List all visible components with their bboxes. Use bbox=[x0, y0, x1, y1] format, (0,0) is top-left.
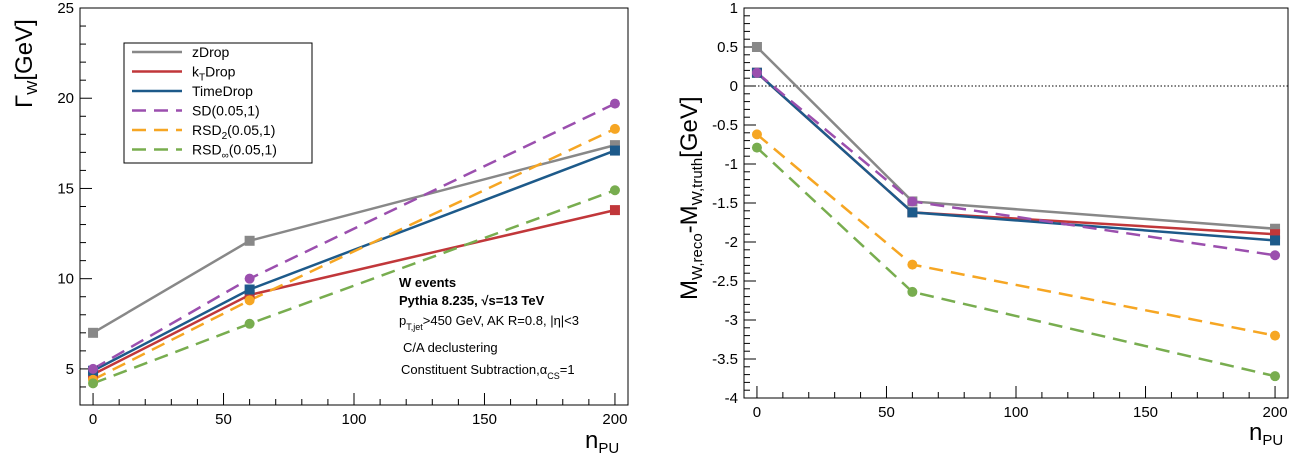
left-axis-ticks: 0 50 100 150 200 5 10 15 20 25 bbox=[57, 0, 627, 428]
left-y-tick-label: 5 bbox=[66, 361, 74, 378]
right-series-line-2 bbox=[756, 71, 1276, 242]
right-data-point bbox=[751, 67, 762, 78]
right-x-axis-title: nPU bbox=[1249, 419, 1283, 449]
right-x-tick-label: 200 bbox=[1263, 404, 1288, 421]
annotation-subtraction: Constituent Subtraction,αCS=1 bbox=[401, 362, 575, 381]
left-y-tick-label: 20 bbox=[57, 90, 74, 107]
right-data-point bbox=[1270, 250, 1281, 261]
left-x-tick-label: 0 bbox=[89, 411, 97, 428]
left-data-point bbox=[88, 378, 99, 389]
left-data-point bbox=[244, 289, 255, 300]
right-y-tick-label: 0.5 bbox=[717, 39, 738, 56]
left-data-point bbox=[88, 327, 99, 338]
right-y-tick-label: 0 bbox=[730, 78, 738, 95]
left-x-tick-label: 200 bbox=[602, 411, 627, 428]
left-data-point bbox=[609, 98, 620, 109]
right-x-tick-label: 100 bbox=[1003, 404, 1028, 421]
left-y-tick-label: 25 bbox=[57, 0, 74, 17]
legend-label: TimeDrop bbox=[192, 83, 253, 99]
left-x-tick-label: 50 bbox=[215, 411, 232, 428]
left-series-group bbox=[88, 98, 620, 389]
right-data-point bbox=[907, 207, 918, 218]
mass-shift-vs-pileup-plot: 0 50 100 150 200 -4 -3.5 -3 -2.5 -2 -1.5 -1 -0.5 0 0.5… bbox=[676, 0, 1289, 449]
left-y-tick-label: 15 bbox=[57, 180, 74, 197]
right-y-tick-label: -0.5 bbox=[712, 117, 738, 134]
legend-label: RSD2(0.05,1) bbox=[192, 122, 275, 142]
left-x-tick-label: 150 bbox=[472, 411, 497, 428]
right-data-point bbox=[1270, 229, 1281, 240]
right-series-line-3 bbox=[756, 71, 1276, 257]
left-data-point bbox=[609, 205, 620, 216]
legend-label: kTDrop bbox=[192, 64, 236, 84]
left-x-tick-label: 100 bbox=[341, 411, 366, 428]
left-data-point bbox=[244, 318, 255, 329]
right-x-tick-label: 150 bbox=[1133, 404, 1158, 421]
annotation-generator: Pythia 8.235, √s=13 TeV bbox=[399, 293, 545, 308]
left-series-line-4 bbox=[92, 127, 616, 381]
annotation-declustering: C/A declustering bbox=[403, 340, 498, 355]
right-y-axis-title: MW,reco-MW,truth[GeV] bbox=[676, 96, 706, 300]
legend-box bbox=[123, 42, 313, 164]
left-data-point bbox=[88, 363, 99, 374]
left-data-point bbox=[244, 295, 255, 306]
right-plot-frame bbox=[743, 7, 1289, 399]
left-x-axis-title: nPU bbox=[585, 427, 619, 457]
left-data-point bbox=[244, 273, 255, 284]
left-data-point bbox=[609, 145, 620, 156]
right-data-point bbox=[907, 286, 918, 297]
right-y-tick-label: -4 bbox=[725, 390, 738, 407]
right-data-point bbox=[751, 42, 762, 52]
left-data-point bbox=[244, 235, 255, 246]
right-y-tick-label: -1.5 bbox=[712, 195, 738, 212]
annotation-block: W events Pythia 8.235, √s=13 TeV pT,jet>… bbox=[399, 275, 579, 381]
right-y-tick-label: -2.5 bbox=[712, 273, 738, 290]
right-y-tick-label: -1 bbox=[725, 156, 738, 173]
left-data-point bbox=[609, 185, 620, 196]
annotation-jet-cuts: pT,jet>450 GeV, AK R=0.8, |η|<3 bbox=[399, 313, 579, 332]
right-series-line-5 bbox=[756, 146, 1276, 378]
right-y-tick-label: -2 bbox=[725, 234, 738, 251]
width-vs-pileup-plot: 0 50 100 150 200 5 10 15 20 25 ΓW[GeV] nPU zDrop k… bbox=[11, 0, 629, 457]
left-data-point bbox=[244, 284, 255, 295]
right-y-tick-label: 1 bbox=[730, 0, 738, 17]
left-series-line-2 bbox=[92, 149, 616, 372]
right-axis-ticks: 0 50 100 150 200 -4 -3.5 -3 -2.5 -2 -1.5 -1 -0.5 0 0.5… bbox=[712, 0, 1287, 421]
right-data-point bbox=[751, 129, 762, 140]
right-data-point bbox=[1270, 223, 1281, 234]
right-data-point bbox=[751, 142, 762, 153]
right-x-tick-label: 0 bbox=[753, 404, 761, 421]
right-series-group bbox=[751, 42, 1281, 382]
left-data-point bbox=[609, 123, 620, 134]
right-x-tick-label: 50 bbox=[878, 404, 895, 421]
left-data-point bbox=[609, 140, 620, 151]
right-data-point bbox=[1270, 371, 1281, 382]
right-data-point bbox=[907, 196, 918, 207]
legend-label: zDrop bbox=[192, 44, 230, 60]
legend-label: RSD∞(0.05,1) bbox=[192, 142, 277, 162]
right-y-tick-label: -3.5 bbox=[712, 351, 738, 368]
left-y-axis-title: ΓW[GeV] bbox=[11, 19, 41, 108]
legend-label: SD(0.05,1) bbox=[192, 103, 260, 119]
left-y-tick-label: 10 bbox=[57, 271, 74, 288]
right-y-tick-label: -3 bbox=[725, 312, 738, 329]
right-data-point bbox=[907, 259, 918, 270]
right-data-point bbox=[1270, 330, 1281, 341]
right-data-point bbox=[1270, 235, 1281, 246]
annotation-events: W events bbox=[399, 275, 456, 290]
